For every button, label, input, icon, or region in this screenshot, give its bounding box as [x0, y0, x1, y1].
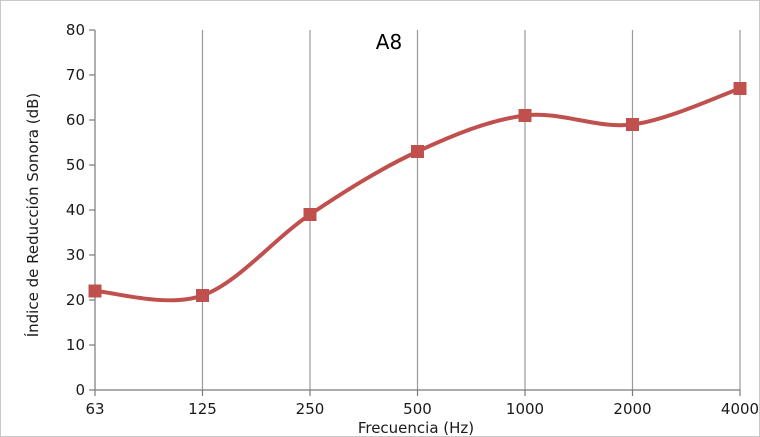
x-tick-label: 63 [85, 400, 104, 418]
data-point-marker [196, 289, 209, 302]
grid-layer [201, 30, 741, 390]
chart-title: A8 [376, 30, 402, 54]
x-tick-label: 250 [296, 400, 325, 418]
x-axis-title: Frecuencia (Hz) [358, 419, 474, 437]
y-axis-title: Índice de Reducción Sonora (dB) [23, 93, 42, 338]
data-point-marker [303, 208, 317, 221]
y-tick-label: 70 [66, 66, 85, 84]
x-tick-label: 1000 [506, 400, 544, 418]
data-point-marker [626, 118, 639, 131]
y-tick-label: 50 [66, 156, 85, 174]
y-tick-label: 40 [66, 201, 85, 219]
y-tick-label: 10 [66, 336, 85, 354]
y-tick-label: 20 [66, 291, 85, 309]
y-tick-label: 80 [66, 21, 85, 39]
data-point-marker [88, 284, 102, 298]
x-tick-label: 4000 [721, 400, 759, 418]
data-point-marker [518, 109, 532, 122]
data-point-marker [411, 145, 424, 158]
data-point-marker [733, 82, 747, 95]
x-tick-label: 2000 [613, 400, 651, 418]
y-tick-label: 60 [66, 111, 85, 129]
series-layer [88, 82, 747, 303]
axis-layer: 0 10 20 30 40 50 60 70 80 63 125 250 500 1000 2000 4000 [66, 21, 759, 418]
y-tick-label: 30 [66, 246, 85, 264]
y-tick-label: 0 [75, 381, 85, 399]
x-tick-label: 500 [403, 400, 432, 418]
x-tick-label: 125 [188, 400, 217, 418]
